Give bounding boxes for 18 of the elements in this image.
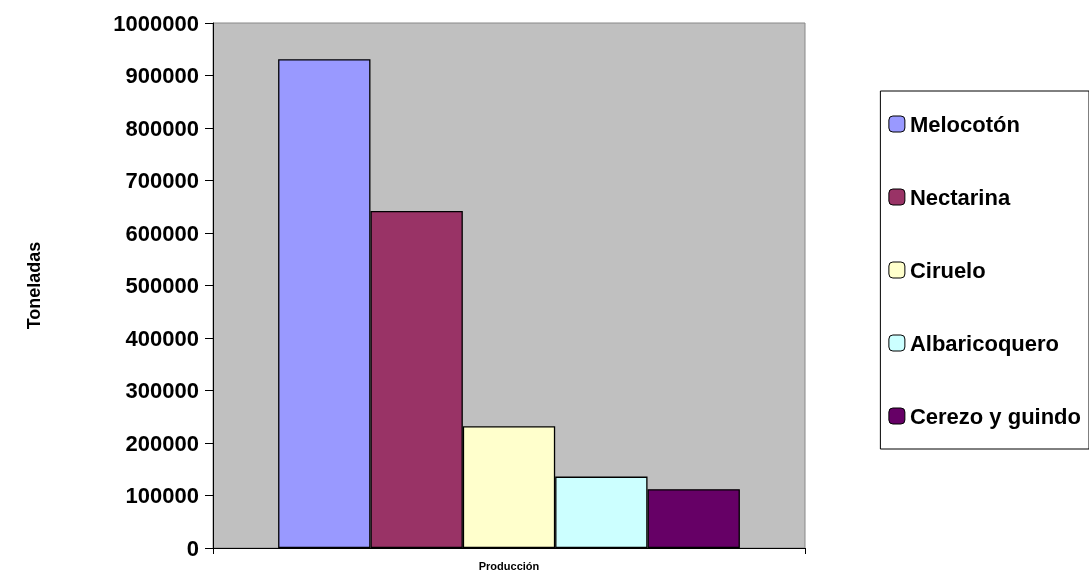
y-axis-title: Toneladas	[24, 241, 44, 330]
y-tick-label: 200000	[125, 430, 199, 456]
y-tick-label: 1000000	[113, 10, 199, 36]
legend-label: Cerezo y guindo	[909, 403, 1081, 429]
legend-label: Melocotón	[909, 111, 1020, 137]
y-tick-label: 800000	[125, 115, 199, 141]
y-tick-label: 300000	[125, 378, 199, 403]
legend-label: Nectarina	[909, 184, 1011, 210]
y-tick-label: 700000	[125, 168, 199, 193]
x-tick-label: Producción	[478, 559, 540, 571]
y-tick-label: 100000	[125, 483, 199, 508]
y-tick-label: 0	[186, 535, 199, 561]
y-tick-label: 600000	[125, 220, 199, 246]
y-tick-label: 500000	[125, 273, 199, 298]
y-tick-label: 900000	[125, 63, 199, 88]
legend-label: Albaricoquero	[909, 330, 1060, 356]
y-tick-label: 400000	[125, 325, 199, 351]
legend-label: Ciruelo	[909, 257, 986, 283]
